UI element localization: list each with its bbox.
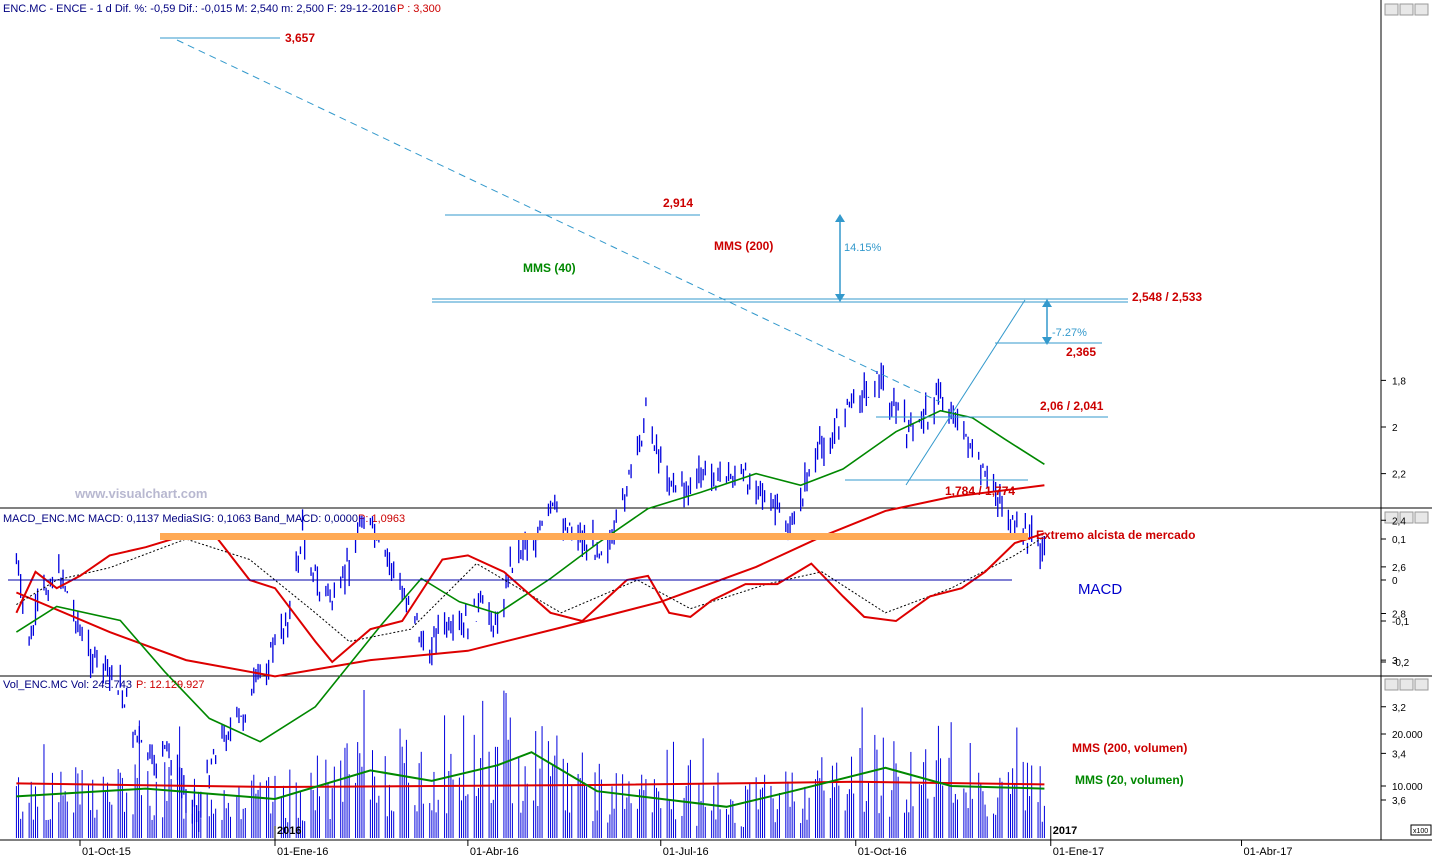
close-icon[interactable] xyxy=(1414,511,1429,524)
panel-controls-price[interactable] xyxy=(1384,3,1429,16)
label-pct-down: -7.27% xyxy=(1052,327,1087,339)
price-y-tick-label: 2,6 xyxy=(1392,563,1406,574)
scroll-down-icon[interactable] xyxy=(1399,678,1414,691)
volume-header: Vol_ENC.MC Vol: 245.743 xyxy=(3,679,132,691)
volume-header-p: P: 12.129.927 xyxy=(136,679,205,691)
extreme-band xyxy=(160,533,1028,540)
x-tick-label: 01-Oct-16 xyxy=(858,846,907,857)
chart-header-last: P : 3,300 xyxy=(397,3,441,15)
label-pct-up: 14.15% xyxy=(844,242,882,254)
vol-mms20-line xyxy=(16,751,1045,808)
trend-line-down xyxy=(176,39,941,403)
mms40-line xyxy=(15,409,1045,743)
macd-annotations: Extremo alcista de mercado MACD xyxy=(8,528,1195,598)
scale-note: x100 xyxy=(1413,828,1428,835)
scroll-up-icon[interactable] xyxy=(1384,3,1399,16)
year-mark-label: 2017 xyxy=(1053,825,1077,837)
year-mark-label: 2016 xyxy=(277,825,301,837)
x-tick-label: 01-Oct-15 xyxy=(82,846,131,857)
x-tick-label: 01-Ene-16 xyxy=(277,846,328,857)
price-annotations: 3,657 2,914 2,548 / 2,533 2,365 2,06 / 2… xyxy=(160,31,1202,498)
price-y-tick-label: 2,4 xyxy=(1392,516,1406,527)
macd-y-tick-label: -0,2 xyxy=(1392,658,1410,669)
price-y-tick-label: 2,2 xyxy=(1392,470,1406,481)
mms200-line xyxy=(16,484,1045,678)
label-low: 1,784 / 1,774 xyxy=(945,484,1015,498)
label-high: 3,657 xyxy=(285,31,315,45)
macd-y-tick-label: 0,1 xyxy=(1392,535,1406,546)
macd-y-ticks: 0,1 0 -0,1 -0,2 xyxy=(1381,535,1410,669)
label-vol-mms20: MMS (20, volumen) xyxy=(1075,773,1184,787)
x-tick-label: 01-Jul-16 xyxy=(663,846,709,857)
macd-header-p: P: 1,0963 xyxy=(358,513,405,525)
label-2365: 2,365 xyxy=(1066,345,1096,359)
label-resistance: 2,548 / 2,533 xyxy=(1132,290,1202,304)
price-series xyxy=(15,362,1046,833)
vol-mms200-line xyxy=(16,780,1045,789)
x-tick-label: 01-Abr-17 xyxy=(1244,846,1293,857)
x-axis: 01-Oct-15 01-Ene-16 01-Abr-16 01-Jul-16 01-O… xyxy=(79,825,1293,857)
macd-y-tick-label: -0,1 xyxy=(1392,617,1410,628)
price-y-tick-label: 3,2 xyxy=(1392,703,1406,714)
macd-title: MACD xyxy=(1078,581,1122,598)
scroll-down-icon[interactable] xyxy=(1399,3,1414,16)
label-mms200: MMS (200) xyxy=(714,239,773,253)
volume-annotations: MMS (200, volumen) MMS (20, volumen) x10… xyxy=(1072,741,1432,836)
volume-averages xyxy=(16,751,1045,808)
macd-signal-line xyxy=(16,536,1045,643)
label-mms40: MMS (40) xyxy=(523,261,576,275)
trend-line-up xyxy=(905,299,1026,486)
watermark: www.visualchart.com xyxy=(74,486,207,501)
extreme-label: Extremo alcista de mercado xyxy=(1036,528,1195,542)
scroll-up-icon[interactable] xyxy=(1384,678,1399,691)
volume-y-ticks: 20.000 10.000 xyxy=(1381,730,1423,793)
price-y-ticks: 1,8 2 2,2 2,4 2,6 2,8 3 3,2 3,4 3,6 xyxy=(1381,376,1406,807)
volume-y-tick-label: 10.000 xyxy=(1392,782,1423,793)
x-tick-label: 01-Ene-17 xyxy=(1053,846,1104,857)
close-icon[interactable] xyxy=(1414,3,1429,16)
panel-controls-macd[interactable] xyxy=(1384,511,1429,524)
price-y-tick-label: 2,8 xyxy=(1392,610,1406,621)
panel-controls-volume[interactable] xyxy=(1384,678,1429,691)
label-2914: 2,914 xyxy=(663,196,693,210)
close-icon[interactable] xyxy=(1414,678,1429,691)
label-vol-mms200: MMS (200, volumen) xyxy=(1072,741,1187,755)
macd-header: MACD_ENC.MC MACD: 0,1137 MediaSIG: 0,106… xyxy=(3,513,358,525)
scroll-down-icon[interactable] xyxy=(1399,511,1414,524)
volume-y-tick-label: 20.000 xyxy=(1392,730,1423,741)
price-y-tick-label: 3,4 xyxy=(1392,749,1406,760)
label-206: 2,06 / 2,041 xyxy=(1040,399,1104,413)
price-y-tick-label: 3,6 xyxy=(1392,796,1406,807)
macd-y-tick-label: 0 xyxy=(1392,576,1398,587)
price-y-tick-label: 2 xyxy=(1392,423,1398,434)
price-y-tick-label: 3 xyxy=(1392,656,1398,667)
price-y-tick-label: 1,8 xyxy=(1392,376,1406,387)
scroll-up-icon[interactable] xyxy=(1384,511,1399,524)
x-tick-label: 01-Abr-16 xyxy=(470,846,519,857)
scale-note-box xyxy=(1410,824,1432,836)
chart-header: ENC.MC - ENCE - 1 d Dif. %: -0,59 Dif.: … xyxy=(3,3,396,15)
